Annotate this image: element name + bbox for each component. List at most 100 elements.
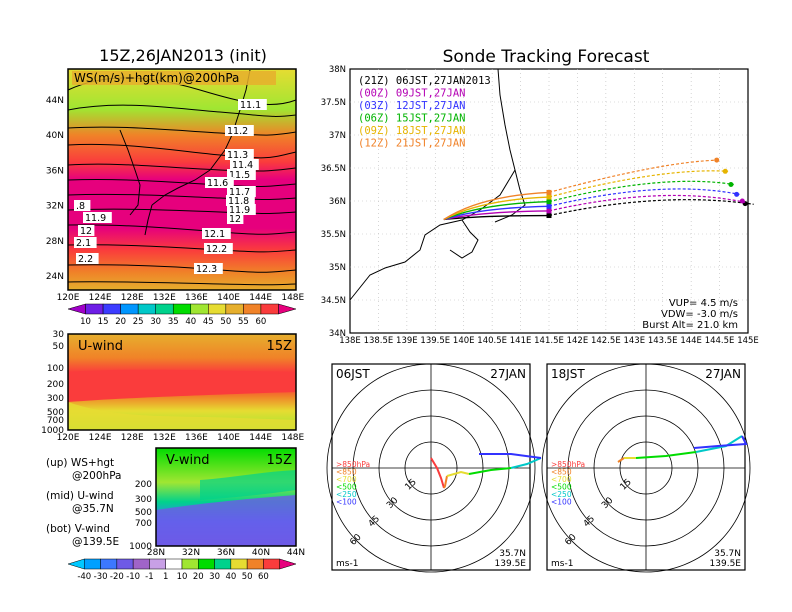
contour-label-bg xyxy=(204,243,233,254)
track-panel: 138E 138.5E 139E 139.5E 140E 140.5E 141E 141.5E… xyxy=(321,65,759,346)
right-title: Sonde Tracking Forecast xyxy=(443,47,650,67)
colorbar-label: 15 xyxy=(98,317,109,327)
uwind-x-tick: 120E xyxy=(57,433,80,443)
contour-label-bg xyxy=(74,200,91,211)
contour-label: 2.1 xyxy=(76,238,91,249)
hodo-legend-entry: <250 xyxy=(551,490,572,499)
contour-label: 12 xyxy=(80,226,92,237)
vwind-title: V-wind xyxy=(166,453,210,468)
track-line-dashed xyxy=(548,194,746,212)
contour-label: 11.7 xyxy=(229,187,250,198)
track-x-tick: 138.5E xyxy=(364,336,394,346)
track-line-dashed xyxy=(548,199,754,217)
ws-y-tick: 44N xyxy=(46,96,64,106)
uwind-x-tick: 132E xyxy=(153,433,176,443)
hodo-trace xyxy=(617,457,625,463)
track-burst-marker xyxy=(546,203,552,209)
hodo-trace xyxy=(510,457,542,469)
uwind-y-tick: 100 xyxy=(47,364,64,374)
contour-label-bg xyxy=(78,225,95,236)
contour-label: 11.6 xyxy=(207,178,228,189)
hodo-legend-entry: <100 xyxy=(551,498,572,507)
colorbar-swatch xyxy=(208,303,227,315)
ws-x-tick: 128E xyxy=(121,293,144,303)
hodo-legend-entry: <100 xyxy=(336,498,357,507)
ws-x-tick: 132E xyxy=(153,293,176,303)
v-colorbar-label: 10 xyxy=(177,572,188,582)
colorbar-label: 50 xyxy=(220,317,231,327)
colorbar-label: 60 xyxy=(256,317,267,327)
track-x-tick: 144.5E xyxy=(705,336,735,346)
v-colorbar-swatch xyxy=(279,558,297,570)
track-x-tick: 145E xyxy=(737,336,759,346)
track-burst-marker xyxy=(546,194,552,200)
v-colorbar-swatch xyxy=(67,558,85,570)
v-colorbar-label: 30 xyxy=(209,572,220,582)
track-x-tick: 139.5E xyxy=(420,336,450,346)
v-colorbar-swatch xyxy=(246,558,264,570)
track-y-tick: 34N xyxy=(329,329,346,339)
track-legend-entry: (06Z) 15JST,27JAN xyxy=(358,113,465,125)
ws-x-tick: 120E xyxy=(57,293,80,303)
v-colorbar-swatch xyxy=(84,558,101,570)
v-colorbar-swatch xyxy=(165,558,183,570)
track-x-tick: 142.5E xyxy=(591,336,621,346)
hodo-trace xyxy=(635,451,697,459)
hodo-trace xyxy=(479,453,542,459)
track-end-marker xyxy=(728,182,734,187)
contour-label-bg xyxy=(226,195,255,206)
contour-label: 11.8 xyxy=(228,196,249,207)
contour-label: 11.3 xyxy=(227,150,248,161)
vwind-x-tick: 44N xyxy=(287,548,305,558)
uwind-x-tick: 144E xyxy=(249,433,272,443)
hodo-legend-entry: <500 xyxy=(336,483,357,492)
track-line-solid xyxy=(443,205,550,221)
note-mid-b: @35.7N xyxy=(72,503,114,515)
track-y-tick: 34.5N xyxy=(321,296,346,306)
hodo-date: 27JAN xyxy=(705,367,741,381)
track-y-tick: 36N xyxy=(329,197,346,207)
ws-y-tick: 36N xyxy=(46,166,64,176)
contour-label-bg xyxy=(194,263,223,274)
colorbar-swatch xyxy=(225,303,244,315)
v-colorbar-swatch xyxy=(214,558,232,570)
hodo-lat: 35.7N xyxy=(714,549,741,559)
hodo-legend-entry: <700 xyxy=(551,475,572,484)
ws-map-title: WS(m/s)+hgt(km)@200hPa xyxy=(74,71,239,85)
contour-label-bg xyxy=(227,213,244,224)
note-bot-b: @139.5E xyxy=(72,536,119,548)
track-x-tick: 140.5E xyxy=(477,336,507,346)
vwind-x-tick: 40N xyxy=(252,548,270,558)
v-colorbar-label: 60 xyxy=(258,572,269,582)
vwind-time: 15Z xyxy=(267,453,293,468)
hodo-time: 18JST xyxy=(551,367,585,381)
hodo-trace xyxy=(693,435,748,449)
track-y-tick: 38N xyxy=(329,65,346,75)
contour-label-bg xyxy=(238,99,267,110)
note-bot-a: (bot) V-wind xyxy=(46,523,110,535)
colorbar-label: 55 xyxy=(238,317,249,327)
uwind-y-tick: 50 xyxy=(53,342,65,352)
colorbar-swatch xyxy=(155,303,174,315)
v-colorbar-swatch xyxy=(263,558,280,570)
contour-label: 11.9 xyxy=(85,213,106,224)
contour-label-bg xyxy=(205,177,234,188)
colorbar-label: 35 xyxy=(168,317,179,327)
vwind-y-tick: 200 xyxy=(135,480,152,490)
contour-label-bg xyxy=(76,253,99,264)
v-colorbar-label: 50 xyxy=(242,572,253,582)
hodo-unit: ms-1 xyxy=(551,559,573,569)
hodo-trace xyxy=(468,467,512,475)
track-legend-entry: (03Z) 12JST,27JAN xyxy=(358,100,465,112)
v-colorbar-label: -10 xyxy=(126,572,140,582)
hodo-legend-entry: >850hPa xyxy=(551,460,585,469)
track-line-dashed xyxy=(548,170,729,198)
contour-label-bg xyxy=(202,228,231,239)
colorbar-label: 30 xyxy=(150,317,161,327)
vwind-x-tick: 28N xyxy=(147,548,165,558)
colorbar-swatch xyxy=(120,303,139,315)
colorbar-swatch xyxy=(190,303,209,315)
contour-label-bg xyxy=(225,149,254,160)
track-x-tick: 139E xyxy=(396,336,418,346)
uwind-y-tick: 500 xyxy=(47,408,64,418)
